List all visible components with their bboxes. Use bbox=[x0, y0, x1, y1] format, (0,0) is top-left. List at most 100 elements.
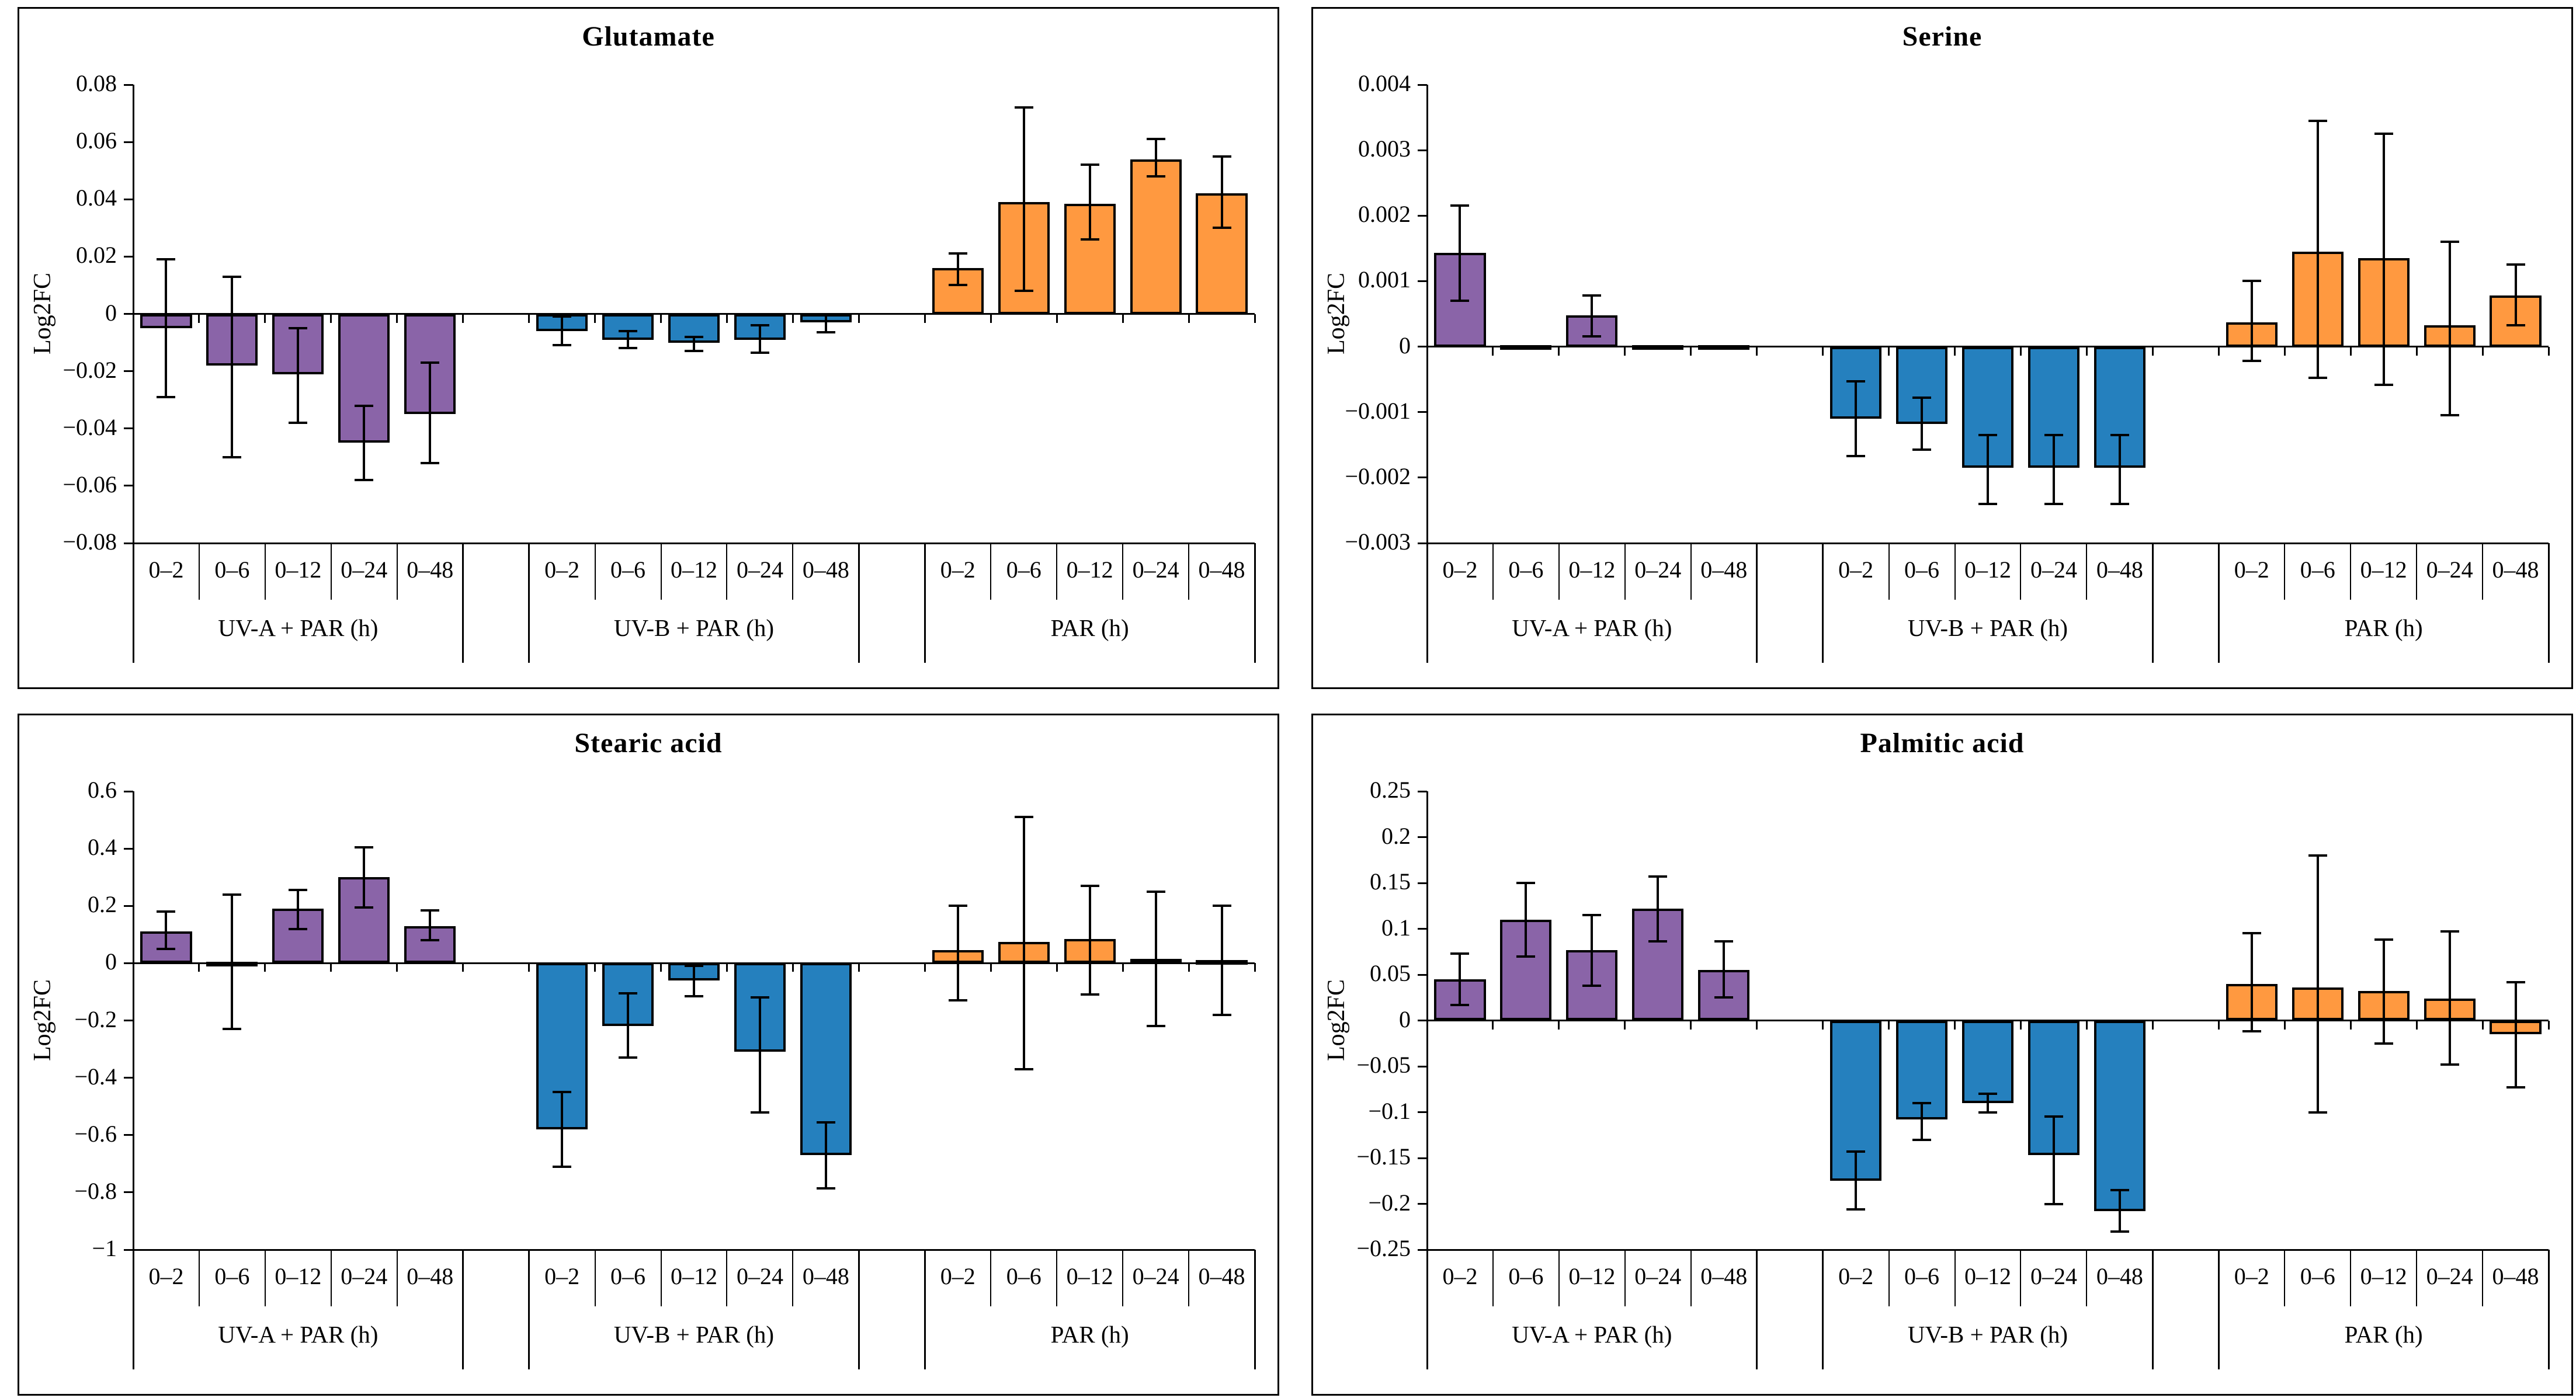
category-label: 0–48 bbox=[1700, 557, 1748, 583]
error-bar-cap-bottom bbox=[1582, 984, 1602, 987]
error-bar-cap-top bbox=[1978, 433, 1997, 436]
error-bar-cap-top bbox=[223, 275, 242, 278]
x-axis-minor-tick bbox=[594, 314, 596, 323]
error-bar-line bbox=[561, 1092, 564, 1167]
error-bar-line bbox=[363, 847, 366, 907]
error-bar-line bbox=[1022, 107, 1025, 291]
y-tick-label: 0.4 bbox=[88, 834, 117, 861]
y-tick-mark bbox=[1418, 928, 1427, 930]
x-axis-minor-tick bbox=[264, 963, 266, 972]
category-label: 0–24 bbox=[341, 557, 388, 583]
x-axis-minor-tick bbox=[2415, 1020, 2418, 1030]
category-separator bbox=[1188, 543, 1190, 600]
category-label: 0–6 bbox=[214, 557, 250, 583]
x-axis-minor-tick bbox=[2217, 346, 2220, 356]
category-label: 0–2 bbox=[1838, 557, 1874, 583]
group-label: UV-A + PAR (h) bbox=[218, 1321, 379, 1348]
category-separator bbox=[2086, 1250, 2088, 1306]
error-bar-cap-top bbox=[2110, 433, 2129, 436]
y-tick-mark bbox=[124, 485, 133, 487]
error-bar-cap-bottom bbox=[1582, 335, 1602, 338]
x-axis-minor-tick bbox=[2481, 346, 2484, 356]
error-bar-cap-bottom bbox=[355, 479, 374, 482]
y-tick-mark bbox=[124, 255, 133, 258]
y-tick-mark bbox=[1418, 790, 1427, 792]
error-bar-cap-bottom bbox=[2044, 1202, 2063, 1205]
error-bar-cap-bottom bbox=[2374, 1042, 2393, 1045]
error-bar-line bbox=[2052, 434, 2055, 504]
error-bar-cap-bottom bbox=[553, 1165, 572, 1168]
category-separator bbox=[1690, 543, 1692, 600]
error-bar-cap-top bbox=[948, 252, 967, 255]
error-bar-line bbox=[1088, 885, 1091, 995]
error-bar-cap-bottom bbox=[1014, 1067, 1033, 1070]
category-label: 0–12 bbox=[1568, 1263, 1616, 1289]
x-axis-minor-tick bbox=[1254, 963, 1256, 972]
error-bar-cap-top bbox=[2374, 133, 2393, 135]
error-bar-cap-bottom bbox=[2044, 502, 2063, 505]
error-bar-cap-top bbox=[750, 996, 769, 999]
x-axis-minor-tick bbox=[990, 963, 992, 972]
y-tick-mark bbox=[124, 198, 133, 200]
category-label: 0–6 bbox=[1904, 1263, 1940, 1289]
y-tick-label: −0.8 bbox=[74, 1177, 117, 1204]
error-bar-cap-top bbox=[1714, 940, 1734, 943]
x-axis-zero-line bbox=[133, 962, 1255, 964]
error-bar-cap-top bbox=[421, 361, 440, 364]
y-tick-label: 0 bbox=[1399, 332, 1411, 359]
y-tick-mark bbox=[1418, 411, 1427, 413]
error-bar-line bbox=[1723, 941, 1726, 998]
category-separator bbox=[330, 1250, 332, 1306]
y-tick-label: −0.15 bbox=[1356, 1143, 1411, 1170]
y-tick-label: 0.15 bbox=[1370, 868, 1411, 895]
category-separator bbox=[660, 543, 662, 600]
group-boundary-line bbox=[528, 1250, 530, 1369]
x-axis-minor-tick bbox=[924, 963, 926, 972]
error-bar-cap-bottom bbox=[750, 1111, 769, 1114]
category-separator bbox=[1492, 1250, 1494, 1306]
error-bar-line bbox=[165, 259, 168, 397]
y-tick-mark bbox=[124, 542, 133, 544]
x-axis-minor-tick bbox=[1690, 346, 1692, 356]
y-tick-label: 0.001 bbox=[1358, 266, 1411, 293]
error-bar-cap-top bbox=[2308, 119, 2327, 122]
x-axis-minor-tick bbox=[660, 963, 662, 972]
category-separator bbox=[792, 543, 794, 600]
x-axis-minor-tick bbox=[594, 963, 596, 972]
error-bar-line bbox=[2316, 120, 2319, 378]
x-axis-minor-tick bbox=[857, 963, 860, 972]
error-bar-cap-bottom bbox=[1978, 1111, 1997, 1114]
x-axis-minor-tick bbox=[528, 314, 530, 323]
error-bar-line bbox=[2052, 1117, 2055, 1204]
x-axis-minor-tick bbox=[2151, 346, 2154, 356]
x-axis-minor-tick bbox=[396, 314, 398, 323]
error-bar-cap-top bbox=[553, 315, 572, 318]
x-axis-minor-tick bbox=[1056, 314, 1058, 323]
y-axis-line bbox=[1426, 85, 1428, 663]
error-bar-cap-bottom bbox=[619, 1056, 638, 1059]
y-tick-label: −0.2 bbox=[74, 1006, 117, 1032]
x-axis-minor-tick bbox=[528, 963, 530, 972]
error-bar-cap-bottom bbox=[1014, 290, 1033, 293]
x-axis-minor-tick bbox=[1254, 314, 1256, 323]
category-separator bbox=[660, 1250, 662, 1306]
group-boundary-line bbox=[2547, 543, 2550, 663]
group-boundary-line bbox=[2547, 1250, 2550, 1369]
category-separator bbox=[2284, 543, 2286, 600]
x-axis-minor-tick bbox=[791, 963, 794, 972]
x-axis-minor-tick bbox=[2019, 346, 2022, 356]
x-axis-minor-tick bbox=[1888, 1020, 1890, 1030]
x-axis-minor-tick bbox=[1624, 1020, 1626, 1030]
category-separator bbox=[198, 1250, 200, 1306]
error-bar-cap-bottom bbox=[2242, 360, 2261, 363]
error-bar-cap-top bbox=[948, 905, 967, 907]
group-label: PAR (h) bbox=[1050, 614, 1129, 641]
category-separator bbox=[330, 543, 332, 600]
error-bar-line bbox=[231, 894, 234, 1030]
error-bar-cap-bottom bbox=[2440, 1063, 2459, 1066]
error-bar-cap-bottom bbox=[750, 351, 769, 354]
error-bar-line bbox=[1591, 914, 1593, 986]
error-bar-line bbox=[1525, 883, 1527, 957]
y-tick-mark bbox=[1418, 477, 1427, 479]
y-tick-label: −1 bbox=[92, 1235, 117, 1261]
